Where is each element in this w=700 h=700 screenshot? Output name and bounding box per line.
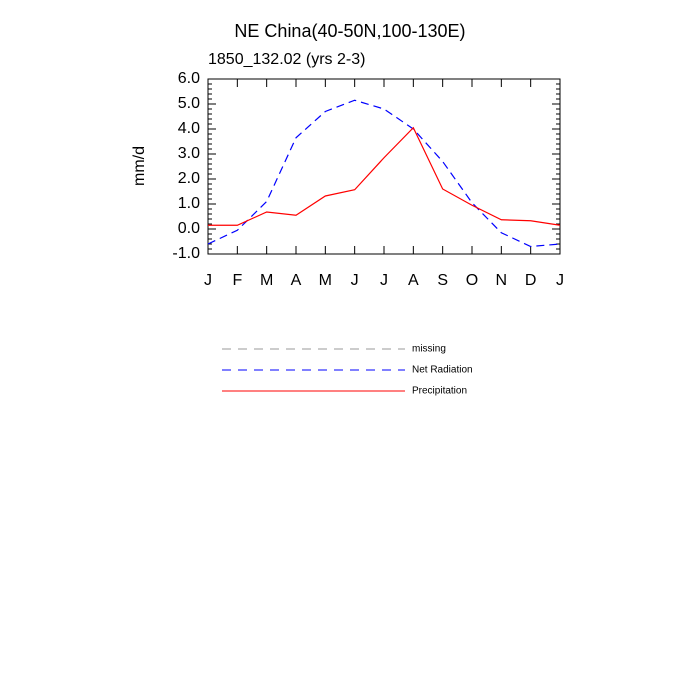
plot-frame xyxy=(207,78,561,255)
y-tick-label: 0.0 xyxy=(178,220,200,237)
x-tick-label: A xyxy=(291,272,302,289)
chart-title: NE China(40-50N,100-130E) xyxy=(234,21,465,41)
x-tick-label: F xyxy=(232,272,242,289)
x-tick-label: J xyxy=(556,272,564,289)
x-tick-label: M xyxy=(319,272,332,289)
x-tick-label: S xyxy=(437,272,448,289)
x-tick-label: D xyxy=(525,272,537,289)
x-tick-label: A xyxy=(408,272,419,289)
x-tick-label: O xyxy=(466,272,478,289)
y-tick-label: 6.0 xyxy=(178,70,200,87)
x-tick-label: N xyxy=(496,272,508,289)
y-tick-label: -1.0 xyxy=(172,245,200,262)
legend-label: missing xyxy=(412,344,446,355)
legend-label: Precipitation xyxy=(412,386,467,397)
y-tick-label: 3.0 xyxy=(178,145,200,162)
y-axis-label: mm/d xyxy=(131,146,148,186)
y-tick-label: 4.0 xyxy=(178,120,200,137)
series-line xyxy=(207,99,561,248)
series-line xyxy=(208,126,561,226)
legend-label: Net Radiation xyxy=(412,365,473,376)
y-tick-label: 2.0 xyxy=(178,170,200,187)
y-tick-label: 1.0 xyxy=(178,195,200,212)
x-tick-label: J xyxy=(380,272,388,289)
x-tick-label: M xyxy=(260,272,273,289)
chart-subtitle: 1850_132.02 (yrs 2-3) xyxy=(208,51,365,68)
x-tick-label: J xyxy=(204,272,212,289)
y-tick-label: 5.0 xyxy=(178,95,200,112)
x-tick-label: J xyxy=(351,272,359,289)
